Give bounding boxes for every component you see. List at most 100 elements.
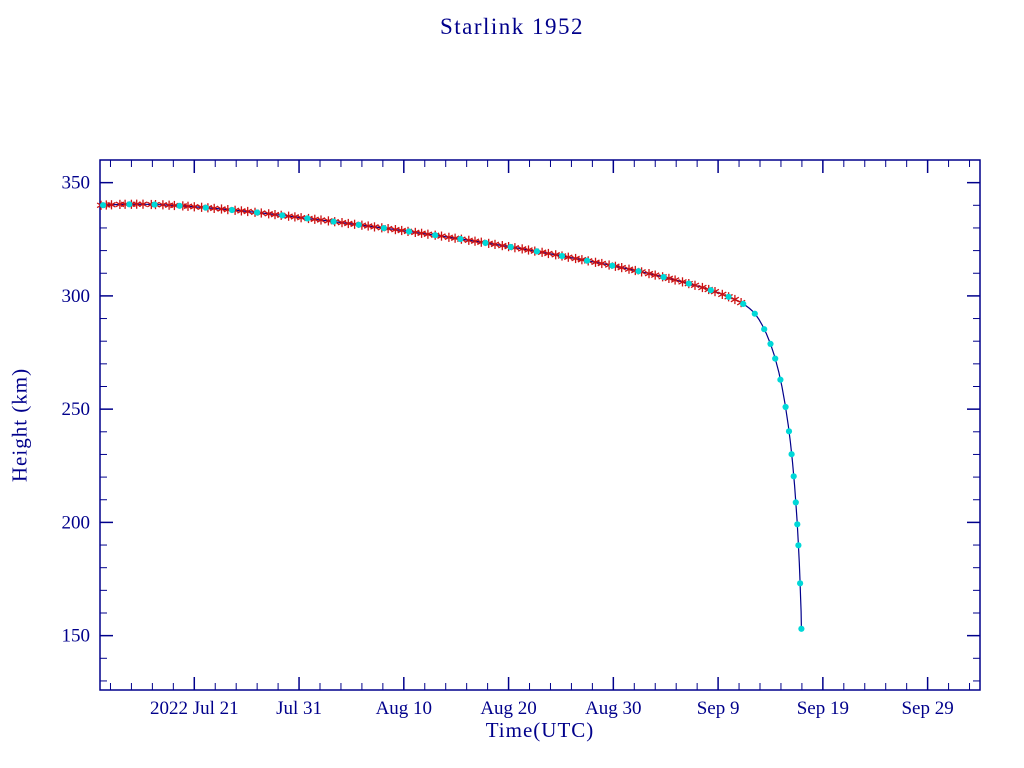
- asterisk-marker: [698, 284, 707, 291]
- dot-marker: [151, 201, 158, 208]
- asterisk-marker: [563, 254, 573, 261]
- y-tick-label: 300: [62, 286, 91, 307]
- asterisk-marker: [183, 203, 193, 210]
- asterisk-marker: [470, 238, 480, 245]
- asterisk-marker: [417, 230, 426, 237]
- asterisk-marker: [670, 277, 680, 283]
- asterisk-marker: [310, 216, 320, 223]
- dot-marker: [100, 202, 107, 209]
- asterisk-marker: [544, 250, 553, 257]
- y-major-ticks: [100, 181, 980, 637]
- dot-marker: [788, 451, 795, 458]
- asterisk-marker: [337, 219, 347, 226]
- y-tick-label: 150: [62, 626, 91, 647]
- asterisk-marker: [243, 208, 253, 215]
- asterisk-marker: [423, 231, 433, 238]
- asterisk-marker: [571, 255, 580, 262]
- dot-marker: [533, 248, 541, 255]
- dot-marker: [795, 542, 802, 549]
- asterisk-marker: [217, 206, 226, 212]
- asterisk-marker: [650, 272, 660, 278]
- asterisk-marker: [107, 201, 116, 208]
- red-asterisk-markers: [96, 199, 746, 308]
- dot-marker: [767, 340, 774, 347]
- dot-marker: [782, 403, 789, 411]
- dot-marker: [355, 221, 362, 228]
- asterisk-marker: [264, 210, 274, 217]
- asterisk-marker: [284, 213, 293, 220]
- x-minor-ticks: [109, 160, 971, 690]
- dot-marker: [609, 262, 616, 269]
- x-axis-label: Time(UTC): [485, 718, 595, 742]
- y-tick-labels: 150 200 250 300 350: [62, 173, 91, 647]
- asterisk-marker: [410, 229, 420, 236]
- dot-marker: [660, 274, 667, 281]
- dot-marker: [772, 355, 779, 362]
- decay-curve-line: [99, 203, 802, 629]
- dot-marker: [751, 310, 758, 317]
- asterisk-marker: [209, 205, 219, 212]
- dot-marker: [790, 473, 797, 480]
- dot-marker: [725, 293, 732, 300]
- dot-marker: [228, 206, 236, 214]
- x-major-ticks: [193, 160, 929, 690]
- dot-marker: [457, 235, 464, 243]
- dot-marker: [432, 232, 439, 239]
- dot-marker: [761, 326, 768, 333]
- y-tick-label: 200: [62, 512, 91, 533]
- asterisk-marker: [437, 233, 446, 239]
- asterisk-marker: [363, 223, 373, 229]
- dot-marker: [777, 376, 784, 383]
- dot-marker: [330, 218, 337, 225]
- asterisk-marker: [597, 260, 607, 267]
- dot-marker: [584, 257, 591, 264]
- asterisk-marker: [678, 279, 687, 285]
- y-tick-label: 250: [62, 399, 91, 420]
- dot-marker: [405, 228, 413, 235]
- x-tick-label: Sep 29: [901, 698, 953, 719]
- dot-marker: [707, 287, 714, 294]
- asterisk-marker: [551, 251, 561, 258]
- asterisk-marker: [591, 259, 600, 266]
- asterisk-marker: [158, 201, 168, 208]
- asterisk-marker: [189, 203, 199, 210]
- dot-marker: [798, 625, 805, 632]
- asterisk-marker: [497, 242, 507, 249]
- x-tick-label: Aug 20: [480, 698, 536, 719]
- dot-marker: [380, 225, 387, 232]
- x-tick-label: Aug 30: [585, 698, 641, 719]
- dot-marker: [279, 212, 286, 219]
- x-tick-label: Sep 9: [697, 698, 740, 719]
- dot-marker: [558, 252, 566, 260]
- x-tick-labels: 2022 Jul 21 Jul 31 Aug 10 Aug 20 Aug 30 Sep 9…: [150, 698, 954, 719]
- asterisk-marker: [343, 220, 353, 227]
- asterisk-marker: [316, 217, 326, 223]
- dot-marker: [482, 239, 489, 246]
- dot-marker: [635, 268, 642, 275]
- y-minor-ticks: [100, 204, 980, 682]
- dot-marker: [254, 209, 261, 216]
- asterisk-marker: [138, 201, 148, 208]
- dot-marker: [126, 201, 133, 208]
- asterisk-marker: [690, 282, 700, 289]
- dot-marker: [507, 243, 514, 251]
- x-tick-label: Aug 10: [376, 698, 432, 719]
- asterisk-marker: [524, 247, 533, 253]
- asterisk-marker: [464, 237, 474, 244]
- y-tick-label: 350: [62, 173, 91, 194]
- dot-marker: [792, 499, 799, 506]
- asterisk-marker: [517, 246, 527, 252]
- asterisk-marker: [624, 266, 634, 273]
- asterisk-marker: [296, 214, 306, 221]
- chart-title: Starlink 1952: [439, 14, 585, 39]
- x-tick-label: Jul 31: [276, 698, 322, 719]
- cyan-dot-markers: [100, 201, 805, 632]
- asterisk-marker: [290, 214, 300, 220]
- asterisk-marker: [644, 270, 654, 277]
- plot-frame: [99, 159, 981, 691]
- asterisk-marker: [391, 226, 400, 233]
- asterisk-marker: [444, 234, 454, 241]
- dot-marker: [176, 202, 183, 209]
